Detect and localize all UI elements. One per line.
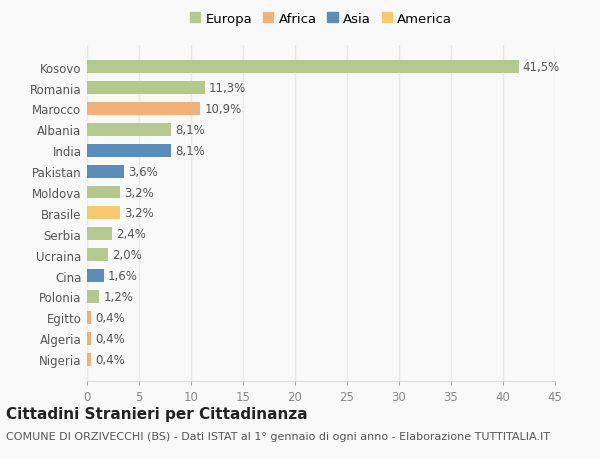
Text: 8,1%: 8,1% <box>175 145 205 157</box>
Bar <box>87 103 200 116</box>
Text: 3,6%: 3,6% <box>128 165 158 178</box>
Bar <box>87 269 104 282</box>
Text: Cittadini Stranieri per Cittadinanza: Cittadini Stranieri per Cittadinanza <box>6 406 308 421</box>
Bar <box>87 82 205 95</box>
Bar <box>87 290 100 303</box>
Bar <box>87 353 91 366</box>
Text: 3,2%: 3,2% <box>124 207 154 220</box>
Text: 2,4%: 2,4% <box>116 228 146 241</box>
Text: 1,6%: 1,6% <box>108 269 137 282</box>
Bar <box>87 165 124 178</box>
Text: 1,2%: 1,2% <box>104 290 134 303</box>
Text: 0,4%: 0,4% <box>95 332 125 345</box>
Text: 8,1%: 8,1% <box>175 123 205 137</box>
Text: 11,3%: 11,3% <box>209 82 246 95</box>
Text: 41,5%: 41,5% <box>523 61 560 74</box>
Bar <box>87 332 91 345</box>
Bar <box>87 123 171 137</box>
Bar <box>87 186 120 199</box>
Bar <box>87 249 108 262</box>
Bar <box>87 207 120 220</box>
Text: 2,0%: 2,0% <box>112 249 142 262</box>
Legend: Europa, Africa, Asia, America: Europa, Africa, Asia, America <box>190 13 452 26</box>
Text: 3,2%: 3,2% <box>124 186 154 199</box>
Bar <box>87 311 91 324</box>
Text: COMUNE DI ORZIVECCHI (BS) - Dati ISTAT al 1° gennaio di ogni anno - Elaborazione: COMUNE DI ORZIVECCHI (BS) - Dati ISTAT a… <box>6 431 550 442</box>
Text: 0,4%: 0,4% <box>95 353 125 366</box>
Bar <box>87 145 171 157</box>
Bar <box>87 61 518 74</box>
Text: 0,4%: 0,4% <box>95 311 125 324</box>
Bar <box>87 228 112 241</box>
Text: 10,9%: 10,9% <box>205 103 242 116</box>
